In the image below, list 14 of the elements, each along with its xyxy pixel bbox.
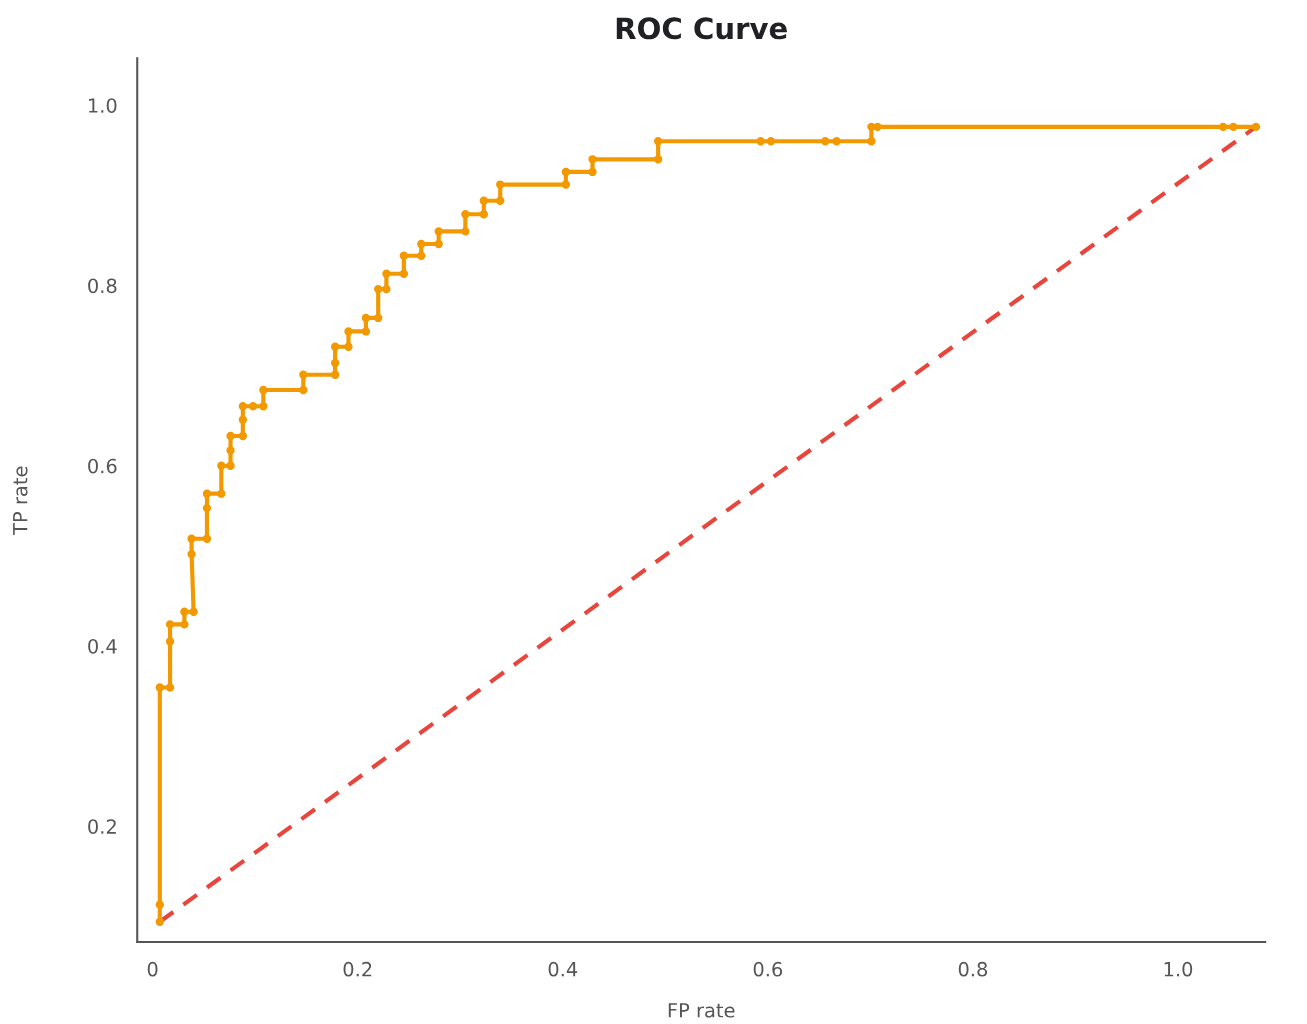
- x-axis-title: FP rate: [668, 1003, 735, 1018]
- x-tick-label: 1.0: [1164, 961, 1193, 977]
- y-tick-label: 0.4: [88, 638, 117, 654]
- chart-title: ROC Curve: [616, 17, 787, 40]
- y-tick-label: 1.0: [89, 98, 117, 113]
- y-tick-label: 0.6: [88, 458, 117, 474]
- y-tick-label: 0.2: [88, 819, 116, 834]
- y-axis-title: TP rate: [13, 466, 28, 535]
- x-tick-label: 0.4: [548, 961, 578, 977]
- x-tick-label: 0.2: [343, 961, 372, 977]
- x-tick-label: 0: [147, 961, 158, 977]
- y-tick-label: 0.8: [88, 278, 117, 294]
- x-tick-label: 0.6: [753, 961, 783, 977]
- x-tick-label: 0.8: [958, 961, 988, 977]
